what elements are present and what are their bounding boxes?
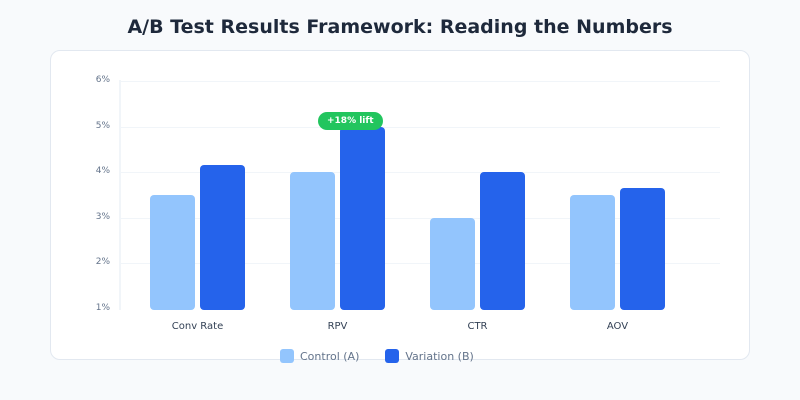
gridline xyxy=(120,172,720,174)
legend-label: Control (A) xyxy=(300,349,360,363)
lift-badge: +18% lift xyxy=(318,111,383,130)
x-tick-label: AOV xyxy=(606,321,629,332)
y-tick-label: 3% xyxy=(95,211,110,222)
gridline xyxy=(120,217,720,219)
bar-control-rpv[interactable] xyxy=(290,172,335,310)
x-tick-label: RPV xyxy=(327,321,348,332)
gridline xyxy=(120,126,720,128)
legend: Control (A) Variation (B) xyxy=(280,349,500,363)
y-tick-label: 4% xyxy=(95,166,110,177)
bar-variation-conv-rate[interactable] xyxy=(200,165,245,310)
bar-control-ctr[interactable] xyxy=(430,217,475,310)
x-tick-label: CTR xyxy=(467,321,488,332)
y-tick-label: 2% xyxy=(95,257,110,268)
bar-variation-aov[interactable] xyxy=(620,188,665,310)
legend-swatch xyxy=(385,349,400,363)
y-tick-label: 6% xyxy=(95,75,110,85)
bar-variation-rpv[interactable] xyxy=(340,126,385,310)
y-tick-label: 5% xyxy=(95,120,110,131)
gridline xyxy=(120,263,720,265)
legend-swatch xyxy=(280,349,294,363)
bar-control-conv-rate[interactable] xyxy=(150,195,195,310)
y-tick-label: 1% xyxy=(95,303,110,313)
bar-variation-ctr[interactable] xyxy=(480,172,525,310)
chart-title: A/B Test Results Framework: Reading the … xyxy=(127,16,673,38)
y-axis-line xyxy=(119,80,121,310)
x-tick-label: Conv Rate xyxy=(171,321,224,332)
gridline xyxy=(120,81,720,82)
bar-control-aov[interactable] xyxy=(570,195,615,310)
legend-item-control[interactable]: Control (A) xyxy=(280,349,359,363)
legend-item-variation[interactable]: Variation (B) xyxy=(385,349,474,363)
legend-label: Variation (B) xyxy=(405,349,474,363)
